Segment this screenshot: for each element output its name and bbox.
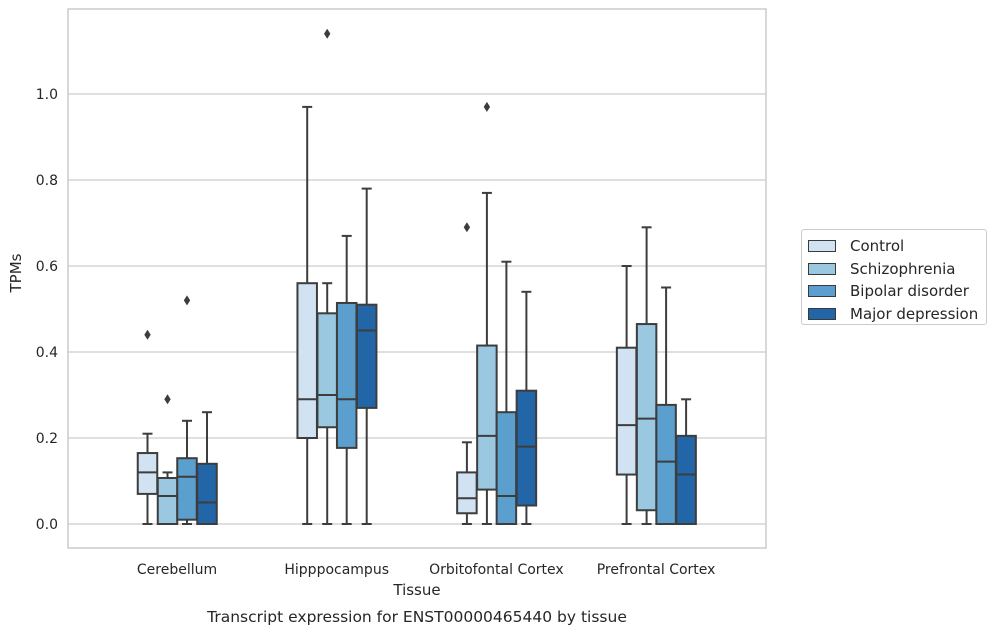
box-schizophrenia xyxy=(156,394,179,525)
legend-item: Major depression xyxy=(808,303,986,326)
box-iqr xyxy=(156,476,179,525)
boxes xyxy=(136,28,697,526)
x-axis-ticks: Cerebellum Hipppocampus Orbitofontal Corte… xyxy=(137,562,716,578)
box-iqr xyxy=(495,411,518,526)
box-iqr xyxy=(476,344,498,491)
legend-swatch xyxy=(808,307,836,320)
box-major-depression xyxy=(515,290,538,525)
box-schizophrenia xyxy=(635,226,658,525)
box-iqr xyxy=(355,303,378,409)
box-iqr xyxy=(176,457,198,521)
y-tick-label: 0.2 xyxy=(36,431,58,447)
legend-label: Schizophrenia xyxy=(850,259,956,278)
outlier-point xyxy=(463,222,471,233)
box-iqr xyxy=(136,452,159,495)
box-iqr xyxy=(635,323,658,512)
box-control xyxy=(136,329,159,525)
box-iqr xyxy=(615,346,638,476)
legend-label: Control xyxy=(850,237,905,256)
outlier-point xyxy=(144,329,151,340)
legend-item: Schizophrenia xyxy=(808,258,986,281)
box-major-depression xyxy=(355,187,378,525)
box-bipolar-disorder xyxy=(655,286,677,526)
y-tick-label: 1.0 xyxy=(36,87,58,103)
y-tick-label: 0.0 xyxy=(36,517,58,533)
legend: Control Schizophrenia Bipolar disorder Majo… xyxy=(801,229,987,325)
legend-swatch xyxy=(808,285,836,298)
legend-swatch xyxy=(808,262,836,275)
outlier-point xyxy=(164,394,171,405)
box-major-depression xyxy=(196,411,218,525)
chart-caption: Transcript expression for ENST0000046544… xyxy=(206,608,627,626)
box-control xyxy=(296,105,318,525)
box-iqr xyxy=(296,282,318,440)
x-tick-label: Prefrontal Cortex xyxy=(597,562,716,578)
box-iqr xyxy=(316,312,338,429)
x-tick-label: Hipppocampus xyxy=(284,562,389,578)
legend-item: Bipolar disorder xyxy=(808,280,986,303)
y-axis-ticks: 0.0 0.2 0.4 0.6 0.8 1.0 xyxy=(36,87,58,533)
outlier-point xyxy=(324,28,331,39)
legend-label: Bipolar disorder xyxy=(850,282,969,301)
box-bipolar-disorder xyxy=(335,234,358,525)
box-iqr xyxy=(675,434,697,526)
box-bipolar-disorder xyxy=(176,295,198,525)
box-control xyxy=(615,265,638,525)
plot-area xyxy=(67,8,767,549)
legend-label: Major depression xyxy=(850,304,979,323)
box-iqr xyxy=(655,403,677,526)
box-major-depression xyxy=(675,398,697,526)
legend-item: Control xyxy=(808,235,986,258)
outlier-point xyxy=(183,295,191,306)
box-iqr xyxy=(515,389,538,507)
box-iqr xyxy=(456,471,478,515)
outlier-point xyxy=(483,101,491,112)
box-iqr xyxy=(196,462,218,525)
box-iqr xyxy=(335,301,358,449)
box-bipolar-disorder xyxy=(495,260,518,526)
y-axis-label: TPMs xyxy=(7,253,25,293)
box-schizophrenia xyxy=(476,101,498,525)
y-tick-label: 0.4 xyxy=(36,345,58,361)
y-tick-label: 0.8 xyxy=(36,173,58,189)
legend-swatch xyxy=(808,240,836,253)
x-tick-label: Orbitofontal Cortex xyxy=(429,562,564,578)
y-tick-label: 0.6 xyxy=(36,259,58,275)
box-control xyxy=(456,222,478,525)
x-tick-label: Cerebellum xyxy=(137,562,217,578)
box-schizophrenia xyxy=(316,28,338,525)
x-axis-label: Tissue xyxy=(392,581,440,599)
